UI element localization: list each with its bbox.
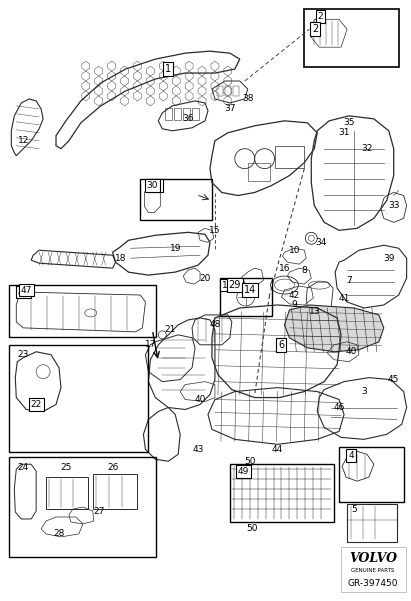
Polygon shape (284, 305, 384, 352)
Text: 37: 37 (224, 105, 236, 114)
Text: 48: 48 (209, 320, 221, 329)
Text: 23: 23 (18, 350, 29, 359)
Text: 9: 9 (291, 300, 297, 310)
Bar (9, 345, 148, 453)
Text: 32: 32 (361, 144, 373, 153)
Bar (225, 86, 231, 96)
Bar (141, 178, 212, 221)
Bar (275, 145, 304, 168)
Text: 38: 38 (242, 94, 254, 103)
Text: 15: 15 (209, 226, 221, 235)
Text: 39: 39 (383, 254, 395, 263)
Bar (220, 278, 272, 316)
Text: 36: 36 (182, 114, 194, 123)
Bar (233, 86, 239, 96)
Bar (174, 108, 181, 120)
Text: 10: 10 (289, 246, 300, 255)
Bar (93, 474, 137, 509)
Text: 22: 22 (30, 400, 42, 409)
Text: 30: 30 (147, 181, 158, 190)
Bar (248, 163, 270, 180)
Bar (165, 108, 172, 120)
Text: 30: 30 (150, 181, 161, 190)
Text: 40: 40 (345, 347, 357, 356)
Text: 21: 21 (164, 325, 176, 334)
Text: 18: 18 (115, 254, 126, 263)
Text: 49: 49 (238, 467, 249, 476)
Text: 43: 43 (192, 445, 204, 454)
Text: GENUINE PARTS: GENUINE PARTS (351, 568, 395, 573)
Text: VOLVO: VOLVO (349, 552, 397, 566)
Text: 24: 24 (18, 463, 29, 472)
Text: 47: 47 (21, 285, 32, 294)
Text: 42: 42 (289, 290, 300, 299)
Text: 1: 1 (165, 64, 171, 74)
Bar (304, 10, 399, 67)
Text: 3: 3 (361, 387, 367, 396)
Text: 17: 17 (145, 340, 156, 349)
Bar (347, 504, 397, 542)
Text: 28: 28 (53, 529, 65, 538)
Text: 19: 19 (169, 244, 181, 253)
Text: 12: 12 (18, 136, 29, 145)
Text: 31: 31 (338, 128, 350, 137)
Text: 47: 47 (18, 287, 29, 296)
Text: 14: 14 (244, 285, 256, 295)
Text: 6: 6 (278, 340, 284, 350)
Bar (192, 108, 199, 120)
Text: 4: 4 (348, 451, 354, 460)
Text: 26: 26 (107, 463, 118, 472)
Text: 33: 33 (388, 201, 399, 210)
Text: 7: 7 (346, 276, 352, 285)
Bar (46, 477, 88, 509)
Text: 40: 40 (194, 395, 206, 404)
Text: 44: 44 (272, 445, 283, 454)
Text: 25: 25 (60, 463, 72, 472)
Text: 5: 5 (351, 504, 357, 513)
Bar (217, 86, 223, 96)
Text: 29: 29 (229, 280, 241, 290)
Bar (341, 547, 406, 591)
Text: 41: 41 (338, 293, 350, 302)
Text: 46: 46 (333, 403, 345, 412)
Text: 2: 2 (317, 12, 323, 21)
Text: 50: 50 (244, 457, 256, 466)
Text: 50: 50 (246, 525, 257, 534)
Text: 34: 34 (316, 238, 327, 247)
Text: 35: 35 (343, 118, 355, 127)
Text: 2: 2 (312, 24, 319, 34)
Text: 20: 20 (199, 273, 211, 282)
Text: 11: 11 (222, 281, 233, 290)
Text: 27: 27 (93, 507, 104, 516)
Text: 8: 8 (301, 266, 307, 275)
Bar (9, 457, 156, 557)
Text: 13: 13 (309, 308, 320, 317)
Bar (9, 285, 156, 337)
Bar (230, 464, 334, 522)
Bar (183, 108, 190, 120)
Text: 45: 45 (388, 375, 399, 384)
Text: GR-397450: GR-397450 (348, 579, 398, 588)
Text: 16: 16 (279, 264, 290, 273)
Bar (339, 447, 404, 502)
